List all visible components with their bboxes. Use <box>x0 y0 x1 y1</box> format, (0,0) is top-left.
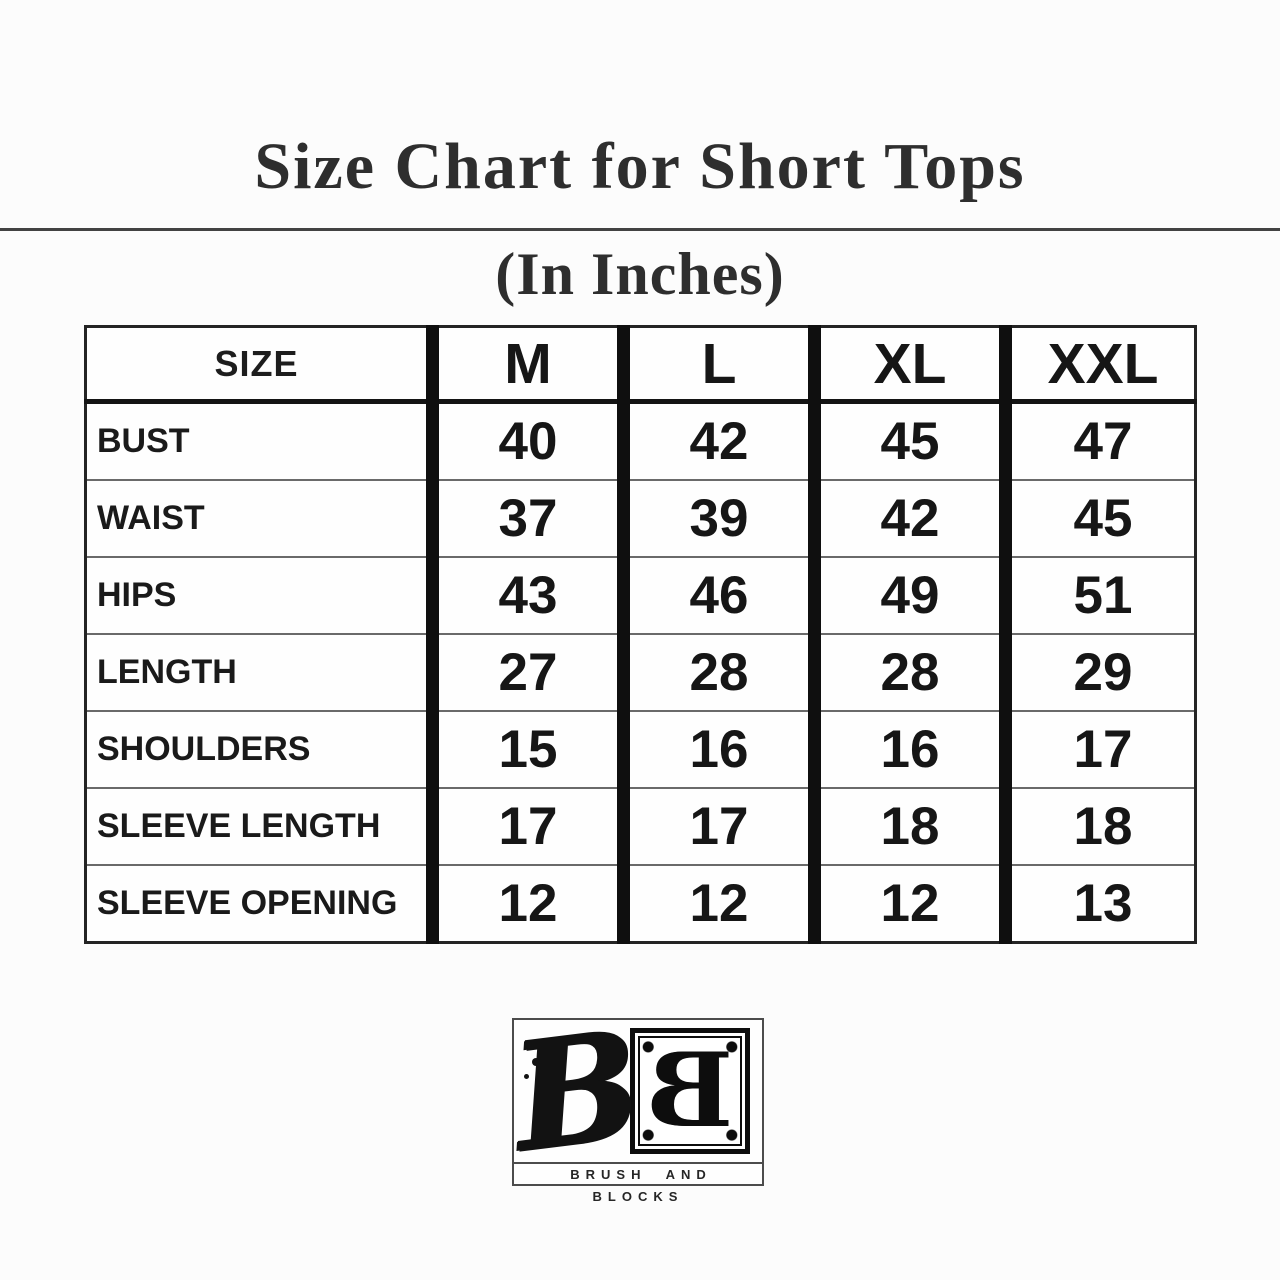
value-cell-xl: 12 <box>808 864 1006 943</box>
value-cell-m: 12 <box>426 864 624 943</box>
ornate-block-frame: B <box>630 1028 750 1154</box>
table-row: SLEEVE OPENING 12 12 12 13 <box>85 864 1196 943</box>
value-cell-l: 12 <box>617 864 815 943</box>
value-cell-m: 15 <box>426 710 624 788</box>
size-table: SIZE M L XL XXL BUST 40 42 45 47 WAIST 3… <box>84 325 1197 944</box>
brand-logo: B B BRUSH AND BLOCKS <box>504 996 764 1204</box>
value-cell-xxl: 51 <box>999 556 1196 634</box>
header-m: M <box>426 326 624 404</box>
value-cell-l: 39 <box>617 479 815 557</box>
header-row: SIZE M L XL XXL <box>85 326 1196 404</box>
value-cell-l: 17 <box>617 787 815 865</box>
value-cell-l: 46 <box>617 556 815 634</box>
value-cell-l: 16 <box>617 710 815 788</box>
value-cell-xxl: 17 <box>999 710 1196 788</box>
table-row: LENGTH 27 28 28 29 <box>85 633 1196 711</box>
value-cell-xl: 16 <box>808 710 1006 788</box>
value-cell-xl: 28 <box>808 633 1006 711</box>
value-cell-xxl: 47 <box>999 401 1196 480</box>
table-row: SLEEVE LENGTH 17 17 18 18 <box>85 787 1196 865</box>
value-cell-xl: 45 <box>808 401 1006 480</box>
value-cell-xxl: 29 <box>999 633 1196 711</box>
row-label: HIPS <box>85 556 433 634</box>
row-label: BUST <box>97 422 190 460</box>
brand-name: BRUSH AND BLOCKS <box>514 1162 762 1204</box>
value-cell-xl: 42 <box>808 479 1006 557</box>
header-size: SIZE <box>85 326 433 404</box>
value-cell-l: 42 <box>617 401 815 480</box>
value-cell-m: 40 <box>426 401 624 480</box>
value-cell-m: 43 <box>426 556 624 634</box>
value-cell-xl: 18 <box>808 787 1006 865</box>
ink-splatter-icon <box>524 1074 529 1079</box>
size-table-body: BUST 40 42 45 47 WAIST 37 39 42 45 HIPS … <box>85 401 1196 943</box>
row-label: SHOULDERS <box>85 710 433 788</box>
value-cell-xxl: 45 <box>999 479 1196 557</box>
table-row: HIPS 43 46 49 51 <box>85 556 1196 634</box>
size-table-container: SIZE M L XL XXL BUST 40 42 45 47 WAIST 3… <box>84 325 1197 944</box>
horizontal-rule <box>0 228 1280 231</box>
value-cell-m: 17 <box>426 787 624 865</box>
value-cell-l: 28 <box>617 633 815 711</box>
value-cell-m: 27 <box>426 633 624 711</box>
header-xl: XL <box>808 326 1006 404</box>
value-cell-xxl: 18 <box>999 787 1196 865</box>
row-label: SLEEVE OPENING <box>85 864 433 943</box>
table-row: BUST 40 42 45 47 <box>86 401 1196 480</box>
value-cell-m: 37 <box>426 479 624 557</box>
value-cell-xl: 49 <box>808 556 1006 634</box>
table-row: WAIST 37 39 42 45 <box>85 479 1196 557</box>
ornate-b-monogram-icon: B <box>646 1031 734 1151</box>
page-title: Size Chart for Short Tops <box>254 130 1026 203</box>
table-row: SHOULDERS 15 16 16 17 <box>85 710 1196 788</box>
row-label: WAIST <box>85 479 433 557</box>
logo-monogram-area: B B <box>504 996 762 1184</box>
page-subtitle: (In Inches) <box>495 241 785 307</box>
ink-splatter-icon <box>532 1058 540 1066</box>
row-label: SLEEVE LENGTH <box>85 787 433 865</box>
header-l: L <box>617 326 815 404</box>
value-cell-xxl: 13 <box>999 864 1196 943</box>
header-xxl: XXL <box>999 326 1196 404</box>
brush-b-monogram-icon: B <box>503 996 650 1185</box>
row-label: LENGTH <box>85 633 433 711</box>
